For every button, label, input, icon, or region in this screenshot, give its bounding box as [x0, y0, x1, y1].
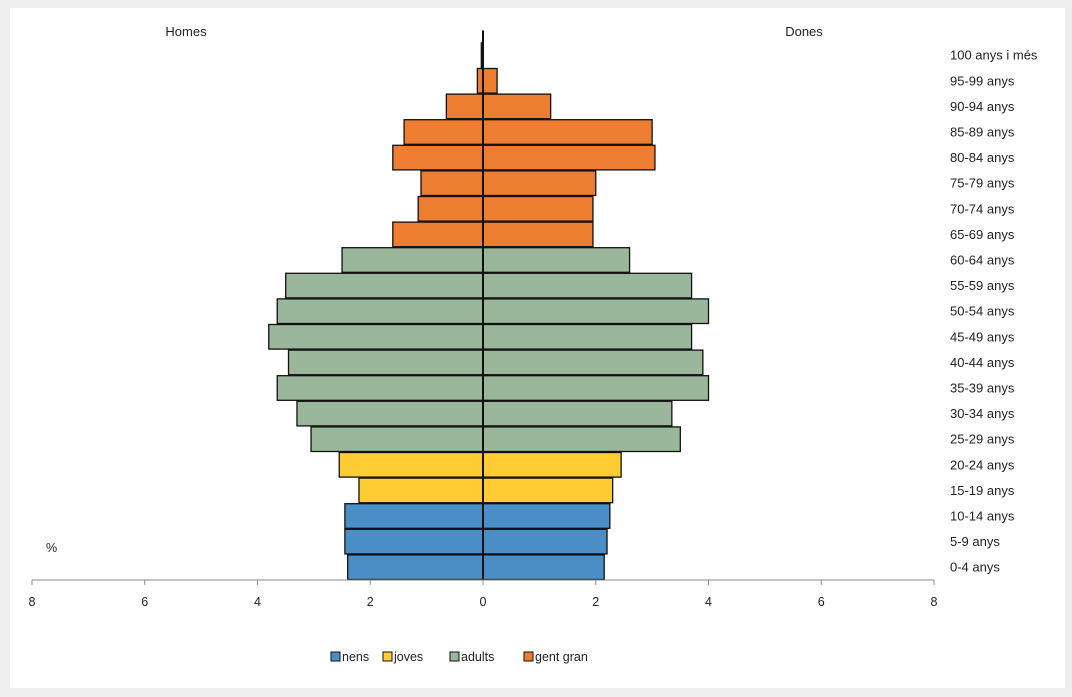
bar-homes-50-54-anys — [276, 298, 484, 325]
bar-dones-75-79-anys — [482, 170, 597, 197]
unit-label: % — [46, 541, 57, 555]
age-label: 60-64 anys — [950, 253, 1015, 268]
bar-homes-75-79-anys — [420, 170, 484, 197]
age-label: 40-44 anys — [950, 355, 1015, 370]
bar-dones-30-34-anys — [482, 400, 673, 427]
chart-frame: Homes Dones % 8 6 4 2 0 2 4 6 8 0-4 anys 5-9 anys… — [10, 8, 1065, 688]
age-label: 65-69 anys — [950, 227, 1015, 242]
bar-homes-90-94-anys — [445, 93, 484, 120]
x-tick-label: 8 — [931, 595, 938, 609]
bar-homes-5-9-anys — [344, 528, 484, 555]
age-label: 70-74 anys — [950, 201, 1015, 216]
legend-swatch-gent-gran — [523, 651, 534, 662]
bar-dones-0-4-anys — [482, 554, 605, 581]
left-side-title: Homes — [165, 24, 207, 39]
age-label: 5-9 anys — [950, 534, 1000, 549]
bar-dones-70-74-anys — [482, 195, 594, 222]
population-pyramid-chart: Homes Dones % 8 6 4 2 0 2 4 6 8 0-4 anys 5-9 anys… — [29, 24, 1038, 664]
age-label: 95-99 anys — [950, 73, 1015, 88]
bar-homes-55-59-anys — [285, 272, 484, 299]
age-label: 0-4 anys — [950, 560, 1000, 575]
x-tick-label: 8 — [29, 595, 36, 609]
bar-dones-55-59-anys — [482, 272, 693, 299]
bar-homes-70-74-anys — [417, 195, 484, 222]
legend-label-gent-gran: gent gran — [535, 650, 588, 664]
x-tick-label: 6 — [141, 595, 148, 609]
bar-dones-45-49-anys — [482, 323, 693, 350]
right-side-title: Dones — [785, 24, 823, 39]
bars-layer — [268, 42, 710, 581]
bar-homes-65-69-anys — [392, 221, 484, 248]
bar-dones-60-64-anys — [482, 247, 631, 273]
x-tick-label: 2 — [367, 595, 374, 609]
bar-homes-40-44-anys — [287, 349, 484, 376]
age-label: 10-14 anys — [950, 509, 1015, 524]
legend-label-adults: adults — [461, 650, 494, 664]
legend-swatch-joves — [382, 651, 393, 662]
bar-dones-5-9-anys — [482, 528, 608, 555]
bar-dones-35-39-anys — [482, 375, 710, 401]
bar-homes-35-39-anys — [276, 375, 484, 401]
age-label: 20-24 anys — [950, 457, 1015, 472]
age-label: 55-59 anys — [950, 278, 1015, 293]
bar-homes-85-89-anys — [403, 119, 484, 145]
x-tick-label: 4 — [254, 595, 261, 609]
age-label: 45-49 anys — [950, 329, 1015, 344]
bar-homes-45-49-anys — [268, 323, 484, 350]
x-axis: 8 6 4 2 0 2 4 6 8 — [29, 30, 938, 609]
bar-homes-10-14-anys — [344, 503, 484, 529]
bar-dones-15-19-anys — [482, 477, 614, 504]
bar-dones-65-69-anys — [482, 221, 594, 248]
bar-dones-10-14-anys — [482, 503, 611, 529]
age-label: 90-94 anys — [950, 99, 1015, 114]
age-label: 25-29 anys — [950, 432, 1015, 447]
age-label: 80-84 anys — [950, 150, 1015, 165]
bar-dones-80-84-anys — [482, 144, 656, 171]
legend-label-joves: joves — [393, 650, 423, 664]
bar-homes-80-84-anys — [392, 144, 484, 171]
age-label: 15-19 anys — [950, 483, 1015, 498]
x-tick-label: 6 — [818, 595, 825, 609]
age-label: 50-54 anys — [950, 304, 1015, 319]
bar-dones-20-24-anys — [482, 451, 622, 478]
legend-swatch-adults — [449, 651, 460, 662]
bar-dones-95-99-anys — [482, 67, 498, 94]
x-tick-label: 2 — [592, 595, 599, 609]
age-labels: 0-4 anys 5-9 anys 10-14 anys 15-19 anys 20-2… — [950, 48, 1038, 575]
x-tick-label: 0 — [480, 595, 487, 609]
bar-homes-60-64-anys — [341, 247, 484, 273]
legend: nens joves adults gent gran — [330, 650, 588, 664]
bar-dones-85-89-anys — [482, 119, 653, 145]
bar-homes-15-19-anys — [358, 477, 484, 504]
bar-dones-50-54-anys — [482, 298, 710, 325]
age-label: 100 anys i més — [950, 48, 1038, 63]
bar-homes-20-24-anys — [338, 451, 484, 478]
bar-homes-25-29-anys — [310, 426, 484, 453]
x-tick-label: 4 — [705, 595, 712, 609]
age-label: 75-79 anys — [950, 176, 1015, 191]
legend-label-nens: nens — [342, 650, 369, 664]
age-label: 85-89 anys — [950, 125, 1015, 140]
age-label: 30-34 anys — [950, 406, 1015, 421]
bar-homes-0-4-anys — [347, 554, 484, 581]
age-label: 35-39 anys — [950, 381, 1015, 396]
bar-dones-90-94-anys — [482, 93, 552, 120]
bar-homes-30-34-anys — [296, 400, 484, 427]
legend-swatch-nens — [330, 651, 341, 662]
bar-dones-40-44-anys — [482, 349, 704, 376]
bar-dones-25-29-anys — [482, 426, 681, 453]
